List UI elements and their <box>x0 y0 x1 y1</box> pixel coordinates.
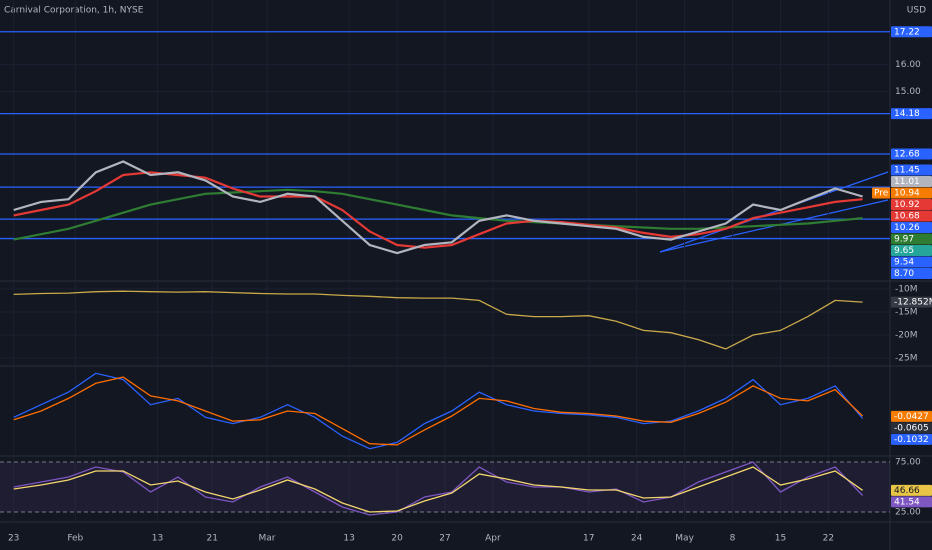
price-badge-label: -0.1032 <box>894 435 929 445</box>
badge-tag-label: Pre <box>874 189 889 199</box>
x-tick-label: 21 <box>207 534 218 544</box>
series-line <box>13 461 864 516</box>
price-badge-label: 10.92 <box>894 200 920 210</box>
y-tick-label: -15M <box>895 307 917 317</box>
price-badge-label: 14.18 <box>894 109 920 119</box>
price-badge <box>891 187 932 199</box>
x-tick-label: 22 <box>823 534 834 544</box>
price-badge <box>891 164 932 176</box>
rsi-band <box>0 462 890 512</box>
price-badge-label: 10.26 <box>894 223 920 233</box>
currency: USD <box>907 6 926 16</box>
price-badge-label: 9.54 <box>894 258 914 268</box>
price-badge-label: 11.45 <box>894 166 920 176</box>
price-badge <box>891 422 932 434</box>
price-badge <box>891 268 932 279</box>
price-badge-label: 11.01 <box>894 177 920 187</box>
price-badge-label: 10.94 <box>894 189 920 199</box>
y-tick-label: -25M <box>895 354 917 364</box>
series-line <box>13 188 863 241</box>
x-tick-label: 17 <box>583 534 594 544</box>
price-badge-label: -0.0605 <box>894 423 929 433</box>
series-line <box>13 466 863 513</box>
x-tick-label: Apr <box>485 534 501 544</box>
series-line <box>13 290 863 350</box>
price-badge <box>891 148 932 160</box>
price-badge <box>891 496 932 508</box>
x-tick-label: 15 <box>775 534 786 544</box>
price-badge <box>891 199 932 210</box>
price-badge-label: 17.22 <box>894 27 920 37</box>
price-badge <box>891 484 932 496</box>
x-tick-label: 13 <box>152 534 163 544</box>
series-line <box>13 171 863 249</box>
price-badge-label: 8.70 <box>894 269 914 279</box>
price-badge-label: -0.0427 <box>894 412 929 422</box>
price-badge-label: 9.97 <box>894 235 914 245</box>
series-line <box>13 160 863 255</box>
y-tick-label: 75.00 <box>895 458 921 468</box>
price-badge <box>891 26 932 38</box>
x-tick-label: 13 <box>343 534 354 544</box>
x-tick-label: 23 <box>8 534 19 544</box>
price-badge <box>891 233 932 245</box>
x-tick-label: Feb <box>67 534 83 544</box>
y-tick-label: -20M <box>895 331 917 341</box>
x-tick-label: 24 <box>631 534 643 544</box>
x-tick-label: 20 <box>391 534 403 544</box>
price-badge <box>891 210 932 222</box>
price-badge <box>891 410 932 422</box>
x-tick-label: 8 <box>730 534 736 544</box>
price-badge-label: 46.66 <box>894 486 920 496</box>
x-tick-label: May <box>675 534 694 544</box>
price-badge <box>891 108 932 120</box>
price-badge-label: 9.65 <box>894 246 914 256</box>
y-tick-label: -10M <box>895 284 917 294</box>
x-tick-label: 27 <box>439 534 450 544</box>
price-badge <box>891 245 932 256</box>
price-badge-label: -12.852M <box>894 298 932 308</box>
symbol-title: Carnival Corporation, 1h, NYSE <box>4 6 144 16</box>
price-badge <box>891 433 932 445</box>
y-tick-label: 15.00 <box>895 87 921 97</box>
price-badge <box>891 256 932 268</box>
price-badge <box>891 176 932 187</box>
y-tick-label: 16.00 <box>895 60 921 70</box>
price-badge <box>891 222 932 233</box>
badge-tag <box>872 187 890 199</box>
price-badge-label: 10.68 <box>894 212 920 222</box>
price-badge-label: 41.54 <box>894 497 920 507</box>
price-badge <box>891 296 932 308</box>
y-tick-label: 25.00 <box>895 508 921 518</box>
series-line <box>13 376 864 446</box>
price-badge-label: 12.68 <box>894 150 920 160</box>
x-tick-label: Mar <box>259 534 276 544</box>
series-line <box>13 372 864 450</box>
